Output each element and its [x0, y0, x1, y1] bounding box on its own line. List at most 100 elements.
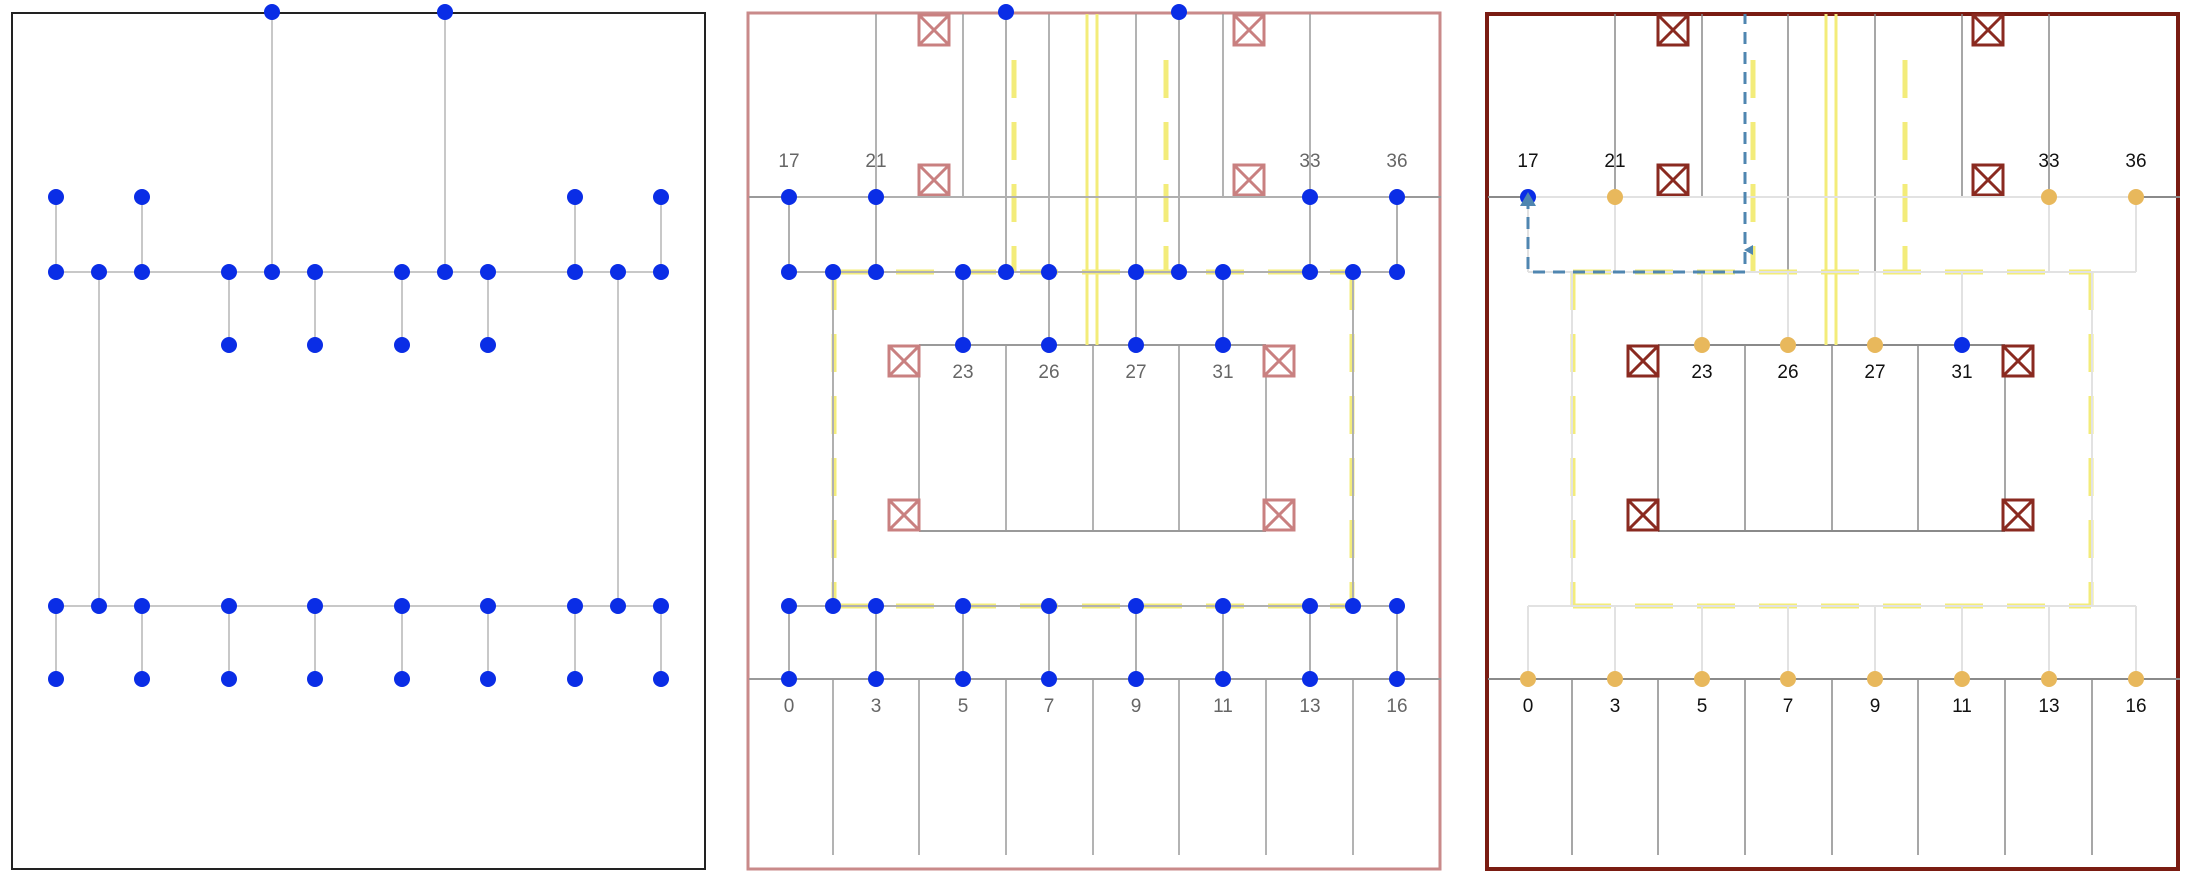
- circle-node-icon: [480, 337, 496, 353]
- circle-node-icon: [1302, 264, 1318, 280]
- crossed-box-icon: [1656, 163, 1690, 197]
- circle-node-icon: [91, 264, 107, 280]
- circle-node-icon: [221, 337, 237, 353]
- circle-node-icon: [91, 598, 107, 614]
- circle-node-icon: [1171, 4, 1187, 20]
- path-slot-labels: 17 21 33 36 23 26 27 31 0 3 5 7 9 11 13 16: [1517, 151, 2146, 717]
- circle-node-icon: [868, 264, 884, 280]
- circle-node-icon: [221, 598, 237, 614]
- circle-node-icon: [1389, 671, 1405, 687]
- circle-node-icon: [1867, 671, 1883, 687]
- graph-edges: [55, 12, 662, 679]
- circle-node-icon: [1780, 337, 1796, 353]
- circle-node-icon: [134, 671, 150, 687]
- slot-label: 36: [2125, 151, 2146, 172]
- slot-label: 11: [1952, 696, 1972, 717]
- slot-label: 13: [1299, 696, 1320, 717]
- crossed-box-icon: [917, 13, 951, 47]
- circle-node-icon: [955, 598, 971, 614]
- graph-panel-frame: [11, 12, 706, 870]
- slot-label: 23: [952, 362, 973, 383]
- circle-node-icon: [307, 264, 323, 280]
- layout-panel-frame: [746, 11, 1442, 871]
- circle-node-icon: [394, 671, 410, 687]
- slot-label: 9: [1131, 696, 1142, 717]
- circle-node-icon: [1215, 671, 1231, 687]
- circle-node-icon: [868, 598, 884, 614]
- circle-node-icon: [1041, 598, 1057, 614]
- slot-label: 33: [1299, 151, 1320, 172]
- graph-nodes: [48, 4, 669, 687]
- crossed-box-icon: [1971, 13, 2005, 47]
- slot-label: 36: [1386, 151, 1407, 172]
- circle-node-icon: [134, 264, 150, 280]
- circle-node-icon: [480, 598, 496, 614]
- circle-node-icon: [480, 671, 496, 687]
- crossed-box-icon: [1232, 163, 1266, 197]
- slot-label: 16: [1386, 696, 1407, 717]
- circle-node-icon: [610, 598, 626, 614]
- circle-node-icon: [781, 671, 797, 687]
- circle-node-icon: [825, 598, 841, 614]
- circle-node-icon: [2041, 671, 2057, 687]
- slot-label: 5: [1697, 696, 1708, 717]
- circle-node-icon: [1041, 337, 1057, 353]
- crossed-box-icon: [1232, 13, 1266, 47]
- circle-node-icon: [1128, 671, 1144, 687]
- layout-panel: 17 21 33 36 23 26 27 31 0 3 5 7 9 11 13 16: [746, 4, 1442, 871]
- circle-node-icon: [1520, 671, 1536, 687]
- slot-label: 21: [1604, 151, 1625, 172]
- circle-node-icon: [307, 337, 323, 353]
- crossed-box-icon: [1626, 498, 1660, 532]
- circle-node-icon: [134, 189, 150, 205]
- circle-node-icon: [1128, 598, 1144, 614]
- slot-label: 26: [1038, 362, 1059, 383]
- circle-node-icon: [1128, 337, 1144, 353]
- circle-node-icon: [653, 598, 669, 614]
- slot-label: 0: [1523, 696, 1534, 717]
- circle-node-icon: [781, 189, 797, 205]
- circle-node-icon: [2041, 189, 2057, 205]
- slot-label: 17: [778, 151, 799, 172]
- circle-node-icon: [1302, 671, 1318, 687]
- circle-node-icon: [1954, 337, 1970, 353]
- circle-node-icon: [567, 264, 583, 280]
- circle-node-icon: [1389, 189, 1405, 205]
- circle-node-icon: [781, 264, 797, 280]
- slot-label: 3: [871, 696, 882, 717]
- circle-node-icon: [307, 598, 323, 614]
- circle-node-icon: [1345, 264, 1361, 280]
- slot-label: 31: [1212, 362, 1233, 383]
- crossed-box-icon: [2001, 344, 2035, 378]
- crossed-box-icon: [1626, 344, 1660, 378]
- circle-node-icon: [1607, 189, 1623, 205]
- circle-node-icon: [394, 598, 410, 614]
- circle-node-icon: [1215, 598, 1231, 614]
- crossed-box-icon: [887, 344, 921, 378]
- circle-node-icon: [1867, 337, 1883, 353]
- circle-node-icon: [1128, 264, 1144, 280]
- circle-node-icon: [998, 264, 1014, 280]
- circle-node-icon: [1302, 598, 1318, 614]
- path-edges: [1527, 196, 2137, 679]
- circle-node-icon: [1607, 671, 1623, 687]
- crossed-box-icon: [2001, 498, 2035, 532]
- slot-label: 11: [1213, 696, 1233, 717]
- layout-edges: [788, 14, 1398, 679]
- circle-node-icon: [1041, 671, 1057, 687]
- slot-label: 23: [1691, 362, 1712, 383]
- slot-label: 33: [2038, 151, 2059, 172]
- crossed-box-icon: [1971, 163, 2005, 197]
- crossed-box-icon: [887, 498, 921, 532]
- slot-label: 17: [1517, 151, 1538, 172]
- slot-label: 7: [1044, 696, 1055, 717]
- crossed-box-icon: [1262, 498, 1296, 532]
- slot-label: 5: [958, 696, 969, 717]
- circle-node-icon: [1215, 264, 1231, 280]
- circle-node-icon: [1171, 264, 1187, 280]
- circle-node-icon: [1041, 264, 1057, 280]
- slot-label: 13: [2038, 696, 2059, 717]
- circle-node-icon: [394, 337, 410, 353]
- circle-node-icon: [264, 4, 280, 20]
